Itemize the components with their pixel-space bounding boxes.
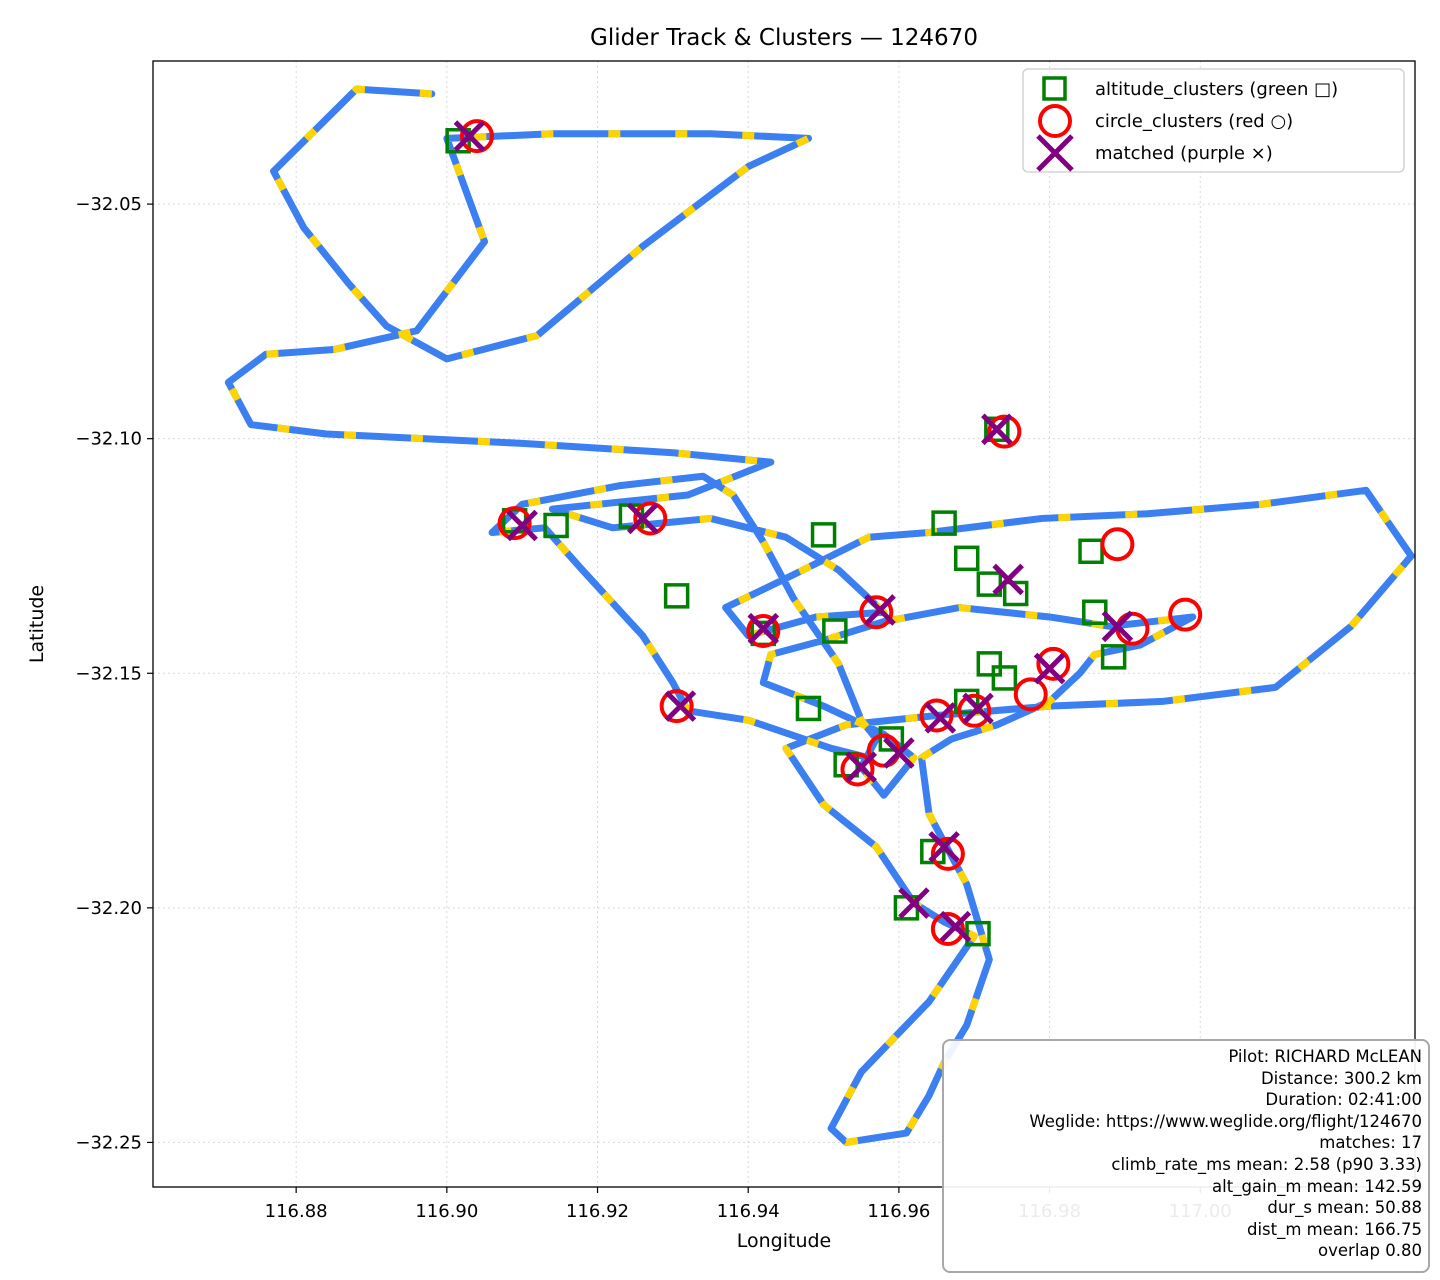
legend-square-marker (1042, 76, 1067, 101)
circle-cluster-marker (1168, 597, 1203, 632)
altitude-cluster-marker (953, 545, 980, 572)
circle-cluster-marker (633, 501, 668, 536)
matched-marker (864, 594, 896, 626)
altitude-cluster-marker (795, 695, 822, 722)
y-tick-label: −32.25 (75, 1132, 142, 1153)
plot-frame (152, 60, 1416, 1188)
track-climb-segments (224, 85, 1415, 1146)
x-tick-label: 116.90 (415, 1201, 478, 1222)
circle-cluster-marker (459, 119, 494, 154)
circle-cluster-marker (1036, 646, 1071, 681)
x-tick-label: 116.96 (867, 1201, 930, 1222)
y-tick-label: −32.20 (75, 898, 142, 919)
circle-cluster-marker (1100, 527, 1135, 562)
legend-label-circle: circle_clusters (red ○) (1095, 111, 1293, 132)
circle-cluster-marker (919, 698, 954, 733)
matched-marker (453, 120, 486, 152)
x-tick-label: 116.88 (265, 1201, 328, 1222)
legend-label-matched: matched (purple ×) (1095, 143, 1273, 164)
matched-marker (924, 702, 957, 734)
matched-marker (1101, 610, 1134, 643)
chart-title: Glider Track & Clusters — 124670 (590, 25, 978, 51)
legend-x-marker (1036, 134, 1074, 172)
matched-marker (992, 563, 1024, 596)
info-pilot: Pilot: RICHARD McLEAN (1228, 1047, 1422, 1066)
matched-markers (453, 120, 1134, 943)
altitude-cluster-marker (810, 522, 837, 548)
altitude-cluster-marker (953, 688, 980, 715)
matched-marker (898, 887, 930, 919)
info-dur: dur_s mean: 50.88 (1267, 1198, 1422, 1218)
info-matches: matches: 17 (1319, 1133, 1422, 1153)
y-tick-label: −32.15 (75, 663, 142, 684)
matched-marker (962, 692, 994, 725)
altitude-cluster-marker (1100, 644, 1127, 670)
info-climb-rate: climb_rate_ms mean: 2.58 (p90 3.33) (1111, 1154, 1422, 1174)
altitude-cluster-marker (965, 920, 991, 947)
circle-cluster-marker (930, 911, 965, 946)
info-weglide: Weglide: https://www.weglide.org/flight/… (1029, 1111, 1422, 1131)
x-tick-label: 116.92 (566, 1201, 629, 1222)
circle-cluster-marker (987, 414, 1022, 449)
altitude-cluster-marker (543, 512, 569, 539)
matched-marker (506, 509, 538, 542)
circle-clusters (459, 119, 1203, 946)
altitude-cluster-marker (991, 665, 1018, 691)
matched-marker (928, 831, 960, 863)
altitude-cluster-marker (822, 618, 848, 644)
info-duration: Duration: 02:41:00 (1265, 1090, 1422, 1110)
circle-cluster-marker (497, 506, 532, 541)
matched-marker (626, 502, 659, 535)
altitude-cluster-marker (1002, 580, 1029, 607)
circle-cluster-marker (1013, 677, 1048, 712)
circle-cluster-marker (746, 614, 781, 649)
altitude-cluster-marker (920, 838, 946, 865)
matched-marker (747, 612, 780, 645)
circle-cluster-marker (957, 693, 992, 728)
legend-circle-marker (1038, 104, 1072, 138)
y-tick-label: −32.10 (75, 429, 142, 450)
y-axis-ticks: −32.05 −32.10 −32.15 −32.20 −32.25 (75, 194, 153, 1153)
y-axis-label: Latitude (26, 585, 48, 663)
x-axis-label: Longitude (737, 1230, 832, 1252)
circle-cluster-marker (859, 595, 894, 630)
matched-marker (1033, 652, 1066, 685)
altitude-cluster-marker (445, 128, 471, 154)
legend-frame (1022, 68, 1405, 173)
y-tick-label: −32.05 (75, 194, 142, 215)
flight-info-box: Pilot: RICHARD McLEAN Distance: 300.2 km… (942, 1039, 1430, 1273)
circle-cluster-marker (840, 752, 875, 787)
legend-label-altitude: altitude_clusters (green □) (1095, 79, 1338, 100)
circle-cluster-marker (659, 689, 694, 724)
matched-marker (664, 690, 697, 722)
altitude-cluster-marker (976, 651, 1003, 677)
info-overlap: overlap 0.80 (1318, 1241, 1422, 1261)
matched-marker (883, 737, 915, 769)
matched-marker (939, 910, 972, 943)
matched-marker (845, 751, 877, 783)
altitude-cluster-marker (878, 726, 905, 752)
info-dist: dist_m mean: 166.75 (1246, 1219, 1422, 1239)
x-tick-label: 116.94 (717, 1201, 780, 1222)
circle-cluster-marker (930, 836, 965, 871)
legend: altitude_clusters (green □) circle_clust… (1022, 68, 1405, 173)
matched-marker (981, 413, 1013, 446)
info-alt-gain: alt_gain_m mean: 142.59 (1212, 1176, 1422, 1196)
info-distance: Distance: 300.2 km (1260, 1068, 1422, 1088)
altitude-cluster-marker (1078, 538, 1104, 565)
altitude-cluster-marker (663, 583, 690, 609)
flight-track (224, 85, 1415, 1146)
altitude-cluster-marker (931, 510, 957, 536)
